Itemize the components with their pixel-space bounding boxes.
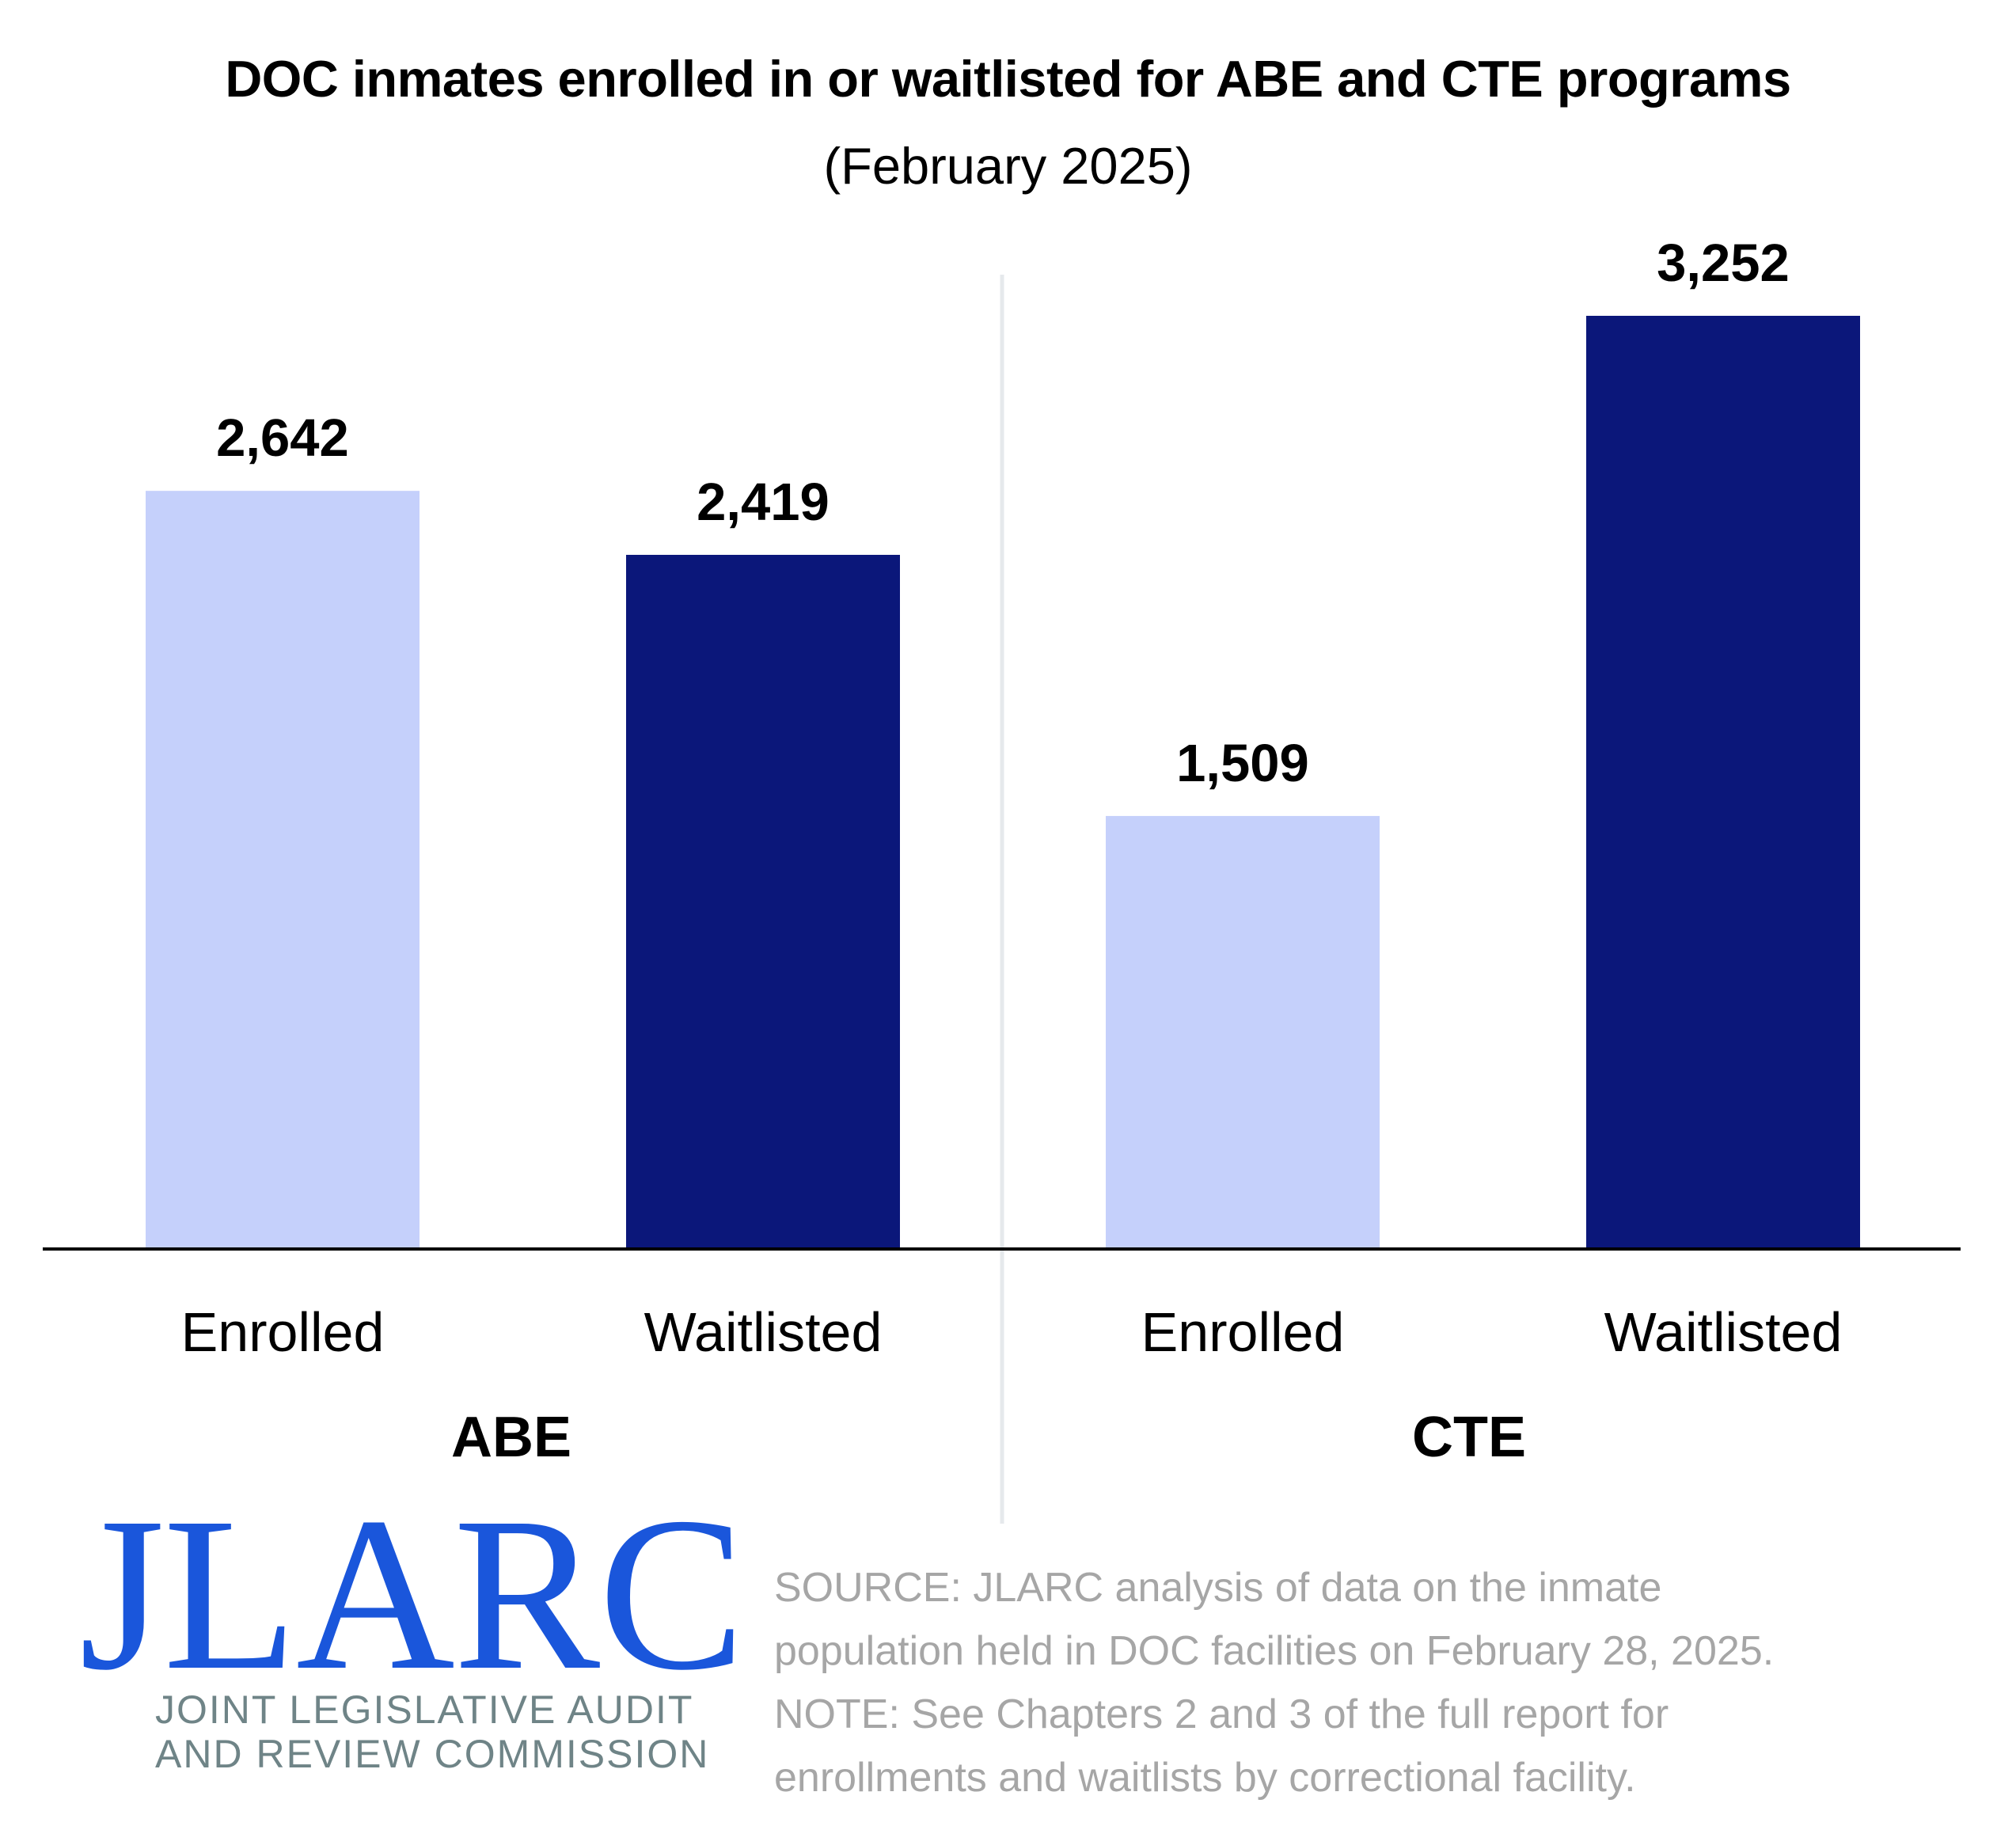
- chart-plot-area: 2,642 Enrolled 2,419 Waitlisted ABE 1,509 Enro…: [43, 233, 1961, 1524]
- logo-subtitle-line-2: AND REVIEW COMMISSION: [155, 1732, 710, 1776]
- group-label-cte: CTE: [1412, 1406, 1526, 1469]
- source-line-1: SOURCE: JLARC analysis of data on the in…: [774, 1565, 1662, 1611]
- group-label-abe: ABE: [451, 1406, 571, 1469]
- chart-title: DOC inmates enrolled in or waitlisted fo…: [225, 50, 1791, 108]
- source-note-block: SOURCE: JLARC analysis of data on the in…: [774, 1556, 2009, 1809]
- source-line-2: population held in DOC facilities on Feb…: [774, 1628, 1775, 1674]
- logo-wordmark: JLARC: [79, 1472, 746, 1716]
- chart-subtitle: (February 2025): [823, 137, 1193, 195]
- bar-abe-enrolled: [146, 491, 420, 1249]
- data-label-abe-waitlisted: 2,419: [697, 473, 830, 532]
- data-label-abe-enrolled: 2,642: [216, 408, 349, 468]
- bar-cte-waitlisted: [1586, 316, 1860, 1249]
- jlarc-logo: JLARC JOINT LEGISLATIVE AUDIT AND REVIEW…: [79, 1484, 746, 1774]
- category-label-abe-waitlisted: Waitlisted: [644, 1301, 883, 1363]
- note-line-2: enrollments and waitlists by correctiona…: [774, 1755, 1636, 1801]
- logo-subtitle-line-1: JOINT LEGISLATIVE AUDIT: [155, 1687, 694, 1732]
- category-label-abe-enrolled: Enrolled: [181, 1301, 385, 1363]
- bar-cte-enrolled: [1106, 815, 1380, 1249]
- data-label-cte-enrolled: 1,509: [1176, 734, 1309, 793]
- category-label-cte-waitlisted: Waitlisted: [1604, 1301, 1843, 1363]
- category-label-cte-enrolled: Enrolled: [1141, 1301, 1345, 1363]
- bar-abe-waitlisted: [626, 555, 900, 1249]
- note-line-1: NOTE: See Chapters 2 and 3 of the full r…: [774, 1691, 1669, 1737]
- data-label-cte-waitlisted: 3,252: [1657, 233, 1790, 293]
